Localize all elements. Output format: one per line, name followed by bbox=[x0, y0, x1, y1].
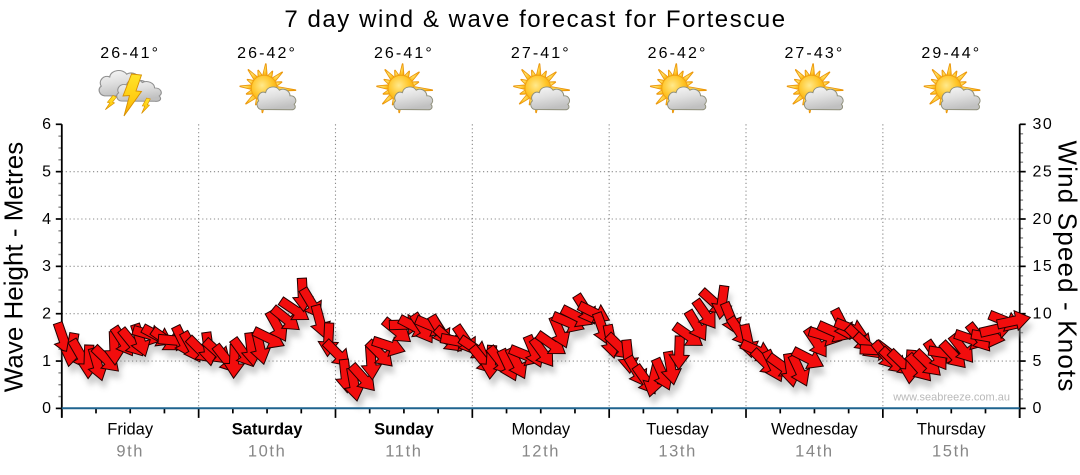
svg-text:29-44°: 29-44° bbox=[921, 45, 981, 62]
svg-text:3: 3 bbox=[42, 258, 51, 275]
svg-text:Monday: Monday bbox=[511, 421, 570, 439]
svg-text:1: 1 bbox=[42, 353, 51, 370]
svg-text:14th: 14th bbox=[795, 443, 834, 461]
svg-text:27-41°: 27-41° bbox=[511, 45, 571, 62]
svg-text:Saturday: Saturday bbox=[232, 421, 303, 439]
svg-text:15th: 15th bbox=[932, 443, 971, 461]
svg-text:5: 5 bbox=[1033, 353, 1043, 370]
svg-text:Wind Speed - Knots: Wind Speed - Knots bbox=[1053, 141, 1080, 393]
svg-text:15: 15 bbox=[1033, 258, 1054, 275]
svg-text:0: 0 bbox=[42, 400, 51, 417]
svg-text:Wave Height - Metres: Wave Height - Metres bbox=[0, 142, 29, 392]
svg-text:27-43°: 27-43° bbox=[784, 45, 844, 62]
svg-text:4: 4 bbox=[42, 211, 51, 228]
svg-text:9th: 9th bbox=[116, 443, 144, 461]
svg-text:25: 25 bbox=[1033, 164, 1054, 181]
svg-text:6: 6 bbox=[42, 116, 51, 133]
svg-text:Sunday: Sunday bbox=[374, 421, 434, 439]
svg-text:10: 10 bbox=[1033, 306, 1054, 323]
svg-text:7 day wind & wave forecast for: 7 day wind & wave forecast for Fortescue bbox=[284, 6, 786, 33]
svg-text:Tuesday: Tuesday bbox=[646, 421, 709, 439]
svg-text:13th: 13th bbox=[658, 443, 697, 461]
svg-text:Thursday: Thursday bbox=[917, 421, 987, 439]
svg-text:Friday: Friday bbox=[107, 421, 154, 439]
svg-text:26-42°: 26-42° bbox=[648, 45, 708, 62]
svg-text:26-42°: 26-42° bbox=[237, 45, 297, 62]
svg-text:0: 0 bbox=[1033, 400, 1043, 417]
svg-text:10th: 10th bbox=[248, 443, 287, 461]
svg-text:2: 2 bbox=[42, 306, 51, 323]
svg-text:30: 30 bbox=[1033, 116, 1054, 133]
svg-text:26-41°: 26-41° bbox=[374, 45, 434, 62]
svg-text:20: 20 bbox=[1033, 211, 1054, 228]
svg-text:12th: 12th bbox=[522, 443, 561, 461]
svg-text:www.seabreeze.com.au: www.seabreeze.com.au bbox=[892, 392, 1010, 404]
svg-text:11th: 11th bbox=[385, 443, 422, 461]
svg-text:Wednesday: Wednesday bbox=[771, 421, 859, 439]
svg-text:26-41°: 26-41° bbox=[100, 45, 160, 62]
svg-text:5: 5 bbox=[42, 164, 51, 181]
